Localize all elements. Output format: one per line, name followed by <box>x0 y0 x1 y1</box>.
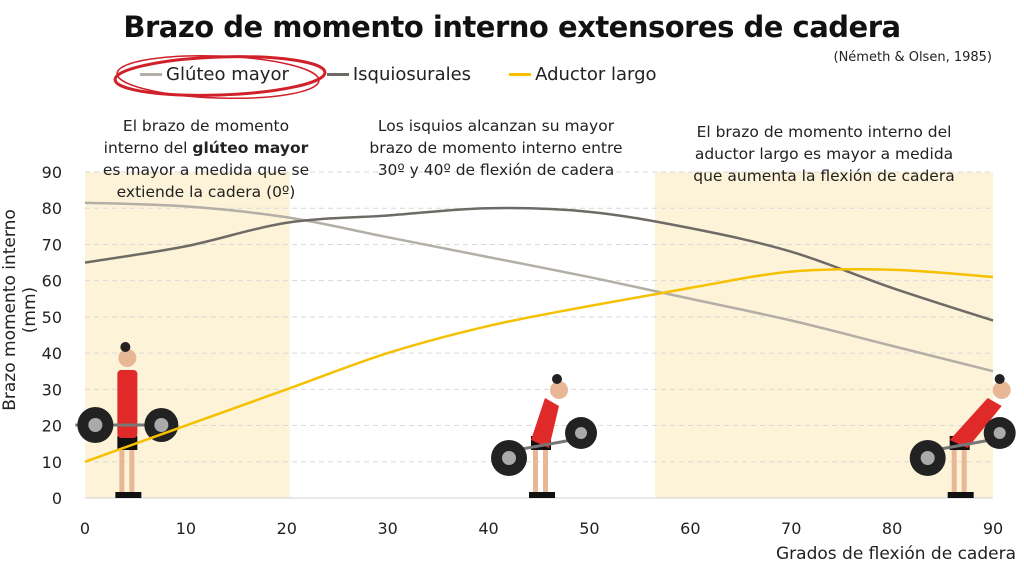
x-tick-label: 0 <box>80 519 90 538</box>
annotation-line: El brazo de momento interno del <box>696 123 952 141</box>
y-tick-label: 80 <box>42 199 62 218</box>
legend-label: Aductor largo <box>535 64 657 85</box>
athlete-illustration <box>75 342 179 498</box>
y-tick-label: 0 <box>52 489 62 508</box>
athlete-illustration <box>491 374 597 498</box>
y-tick-label: 70 <box>42 235 62 254</box>
y-tick-label: 30 <box>42 380 62 399</box>
highlight-circle <box>116 54 320 100</box>
annotation-line: Los isquios alcanzan su mayor <box>377 117 615 135</box>
legend-item-isquiosurales: Isquiosurales <box>326 64 472 85</box>
y-tick-label: 10 <box>42 453 62 472</box>
y-tick-label: 60 <box>42 272 62 291</box>
legend-swatch <box>140 73 162 76</box>
y-tick-label: 20 <box>42 417 62 436</box>
legend-item-aductor: Aductor largo <box>509 64 657 85</box>
series-line-gluteo-mayor <box>84 201 994 373</box>
x-tick-label: 40 <box>478 519 498 538</box>
y-tick-label: 90 <box>42 163 62 182</box>
y-axis-label: Brazo momento interno (mm) <box>0 209 40 411</box>
annotation-isquios: Los isquios alcanzan su mayor brazo de m… <box>348 115 644 181</box>
x-tick-label: 90 <box>983 519 1003 538</box>
x-tick-label: 20 <box>277 519 297 538</box>
shaded-region <box>85 172 290 498</box>
annotation-line: interno del glúteo mayor <box>103 139 309 157</box>
source-citation: (Németh & Olsen, 1985) <box>833 50 992 65</box>
y-tick-label: 50 <box>42 308 62 327</box>
x-tick-label: 80 <box>882 519 902 538</box>
x-tick-label: 50 <box>579 519 599 538</box>
annotation-line: El brazo de momento <box>122 117 290 135</box>
legend: Glúteo mayor Isquiosurales Aductor largo <box>140 64 657 85</box>
annotation-line: 30º y 40º de flexión de cadera <box>377 161 615 179</box>
annotation-line: es mayor a medida que se <box>102 161 310 179</box>
legend-label: Glúteo mayor <box>166 64 289 85</box>
x-tick-label: 60 <box>680 519 700 538</box>
legend-item-gluteo: Glúteo mayor <box>140 64 289 85</box>
annotation-line: que aumenta la flexión de cadera <box>693 167 955 185</box>
annotation-line: brazo de momento interno entre <box>369 139 623 157</box>
x-tick-label: 30 <box>377 519 397 538</box>
legend-swatch <box>509 73 532 76</box>
series-line-aductor-largo <box>84 267 994 463</box>
legend-label: Isquiosurales <box>352 64 472 85</box>
x-axis-label: Grados de flexión de cadera <box>776 544 1016 564</box>
highlight-circle <box>113 55 327 97</box>
legend-swatch <box>326 73 349 76</box>
athlete-illustration <box>909 374 1016 498</box>
annotation-aductor: El brazo de momento interno del aductor … <box>668 121 980 187</box>
x-tick-label: 70 <box>781 519 801 538</box>
y-tick-label: 40 <box>42 344 62 363</box>
chart-title: Brazo de momento interno extensores de c… <box>123 10 901 44</box>
annotation-gluteo: El brazo de momento interno del glúteo m… <box>86 115 326 203</box>
annotation-line: aductor largo es mayor a medida <box>694 145 954 163</box>
annotation-line: extiende la cadera (0º) <box>116 183 296 201</box>
x-tick-label: 10 <box>176 519 196 538</box>
